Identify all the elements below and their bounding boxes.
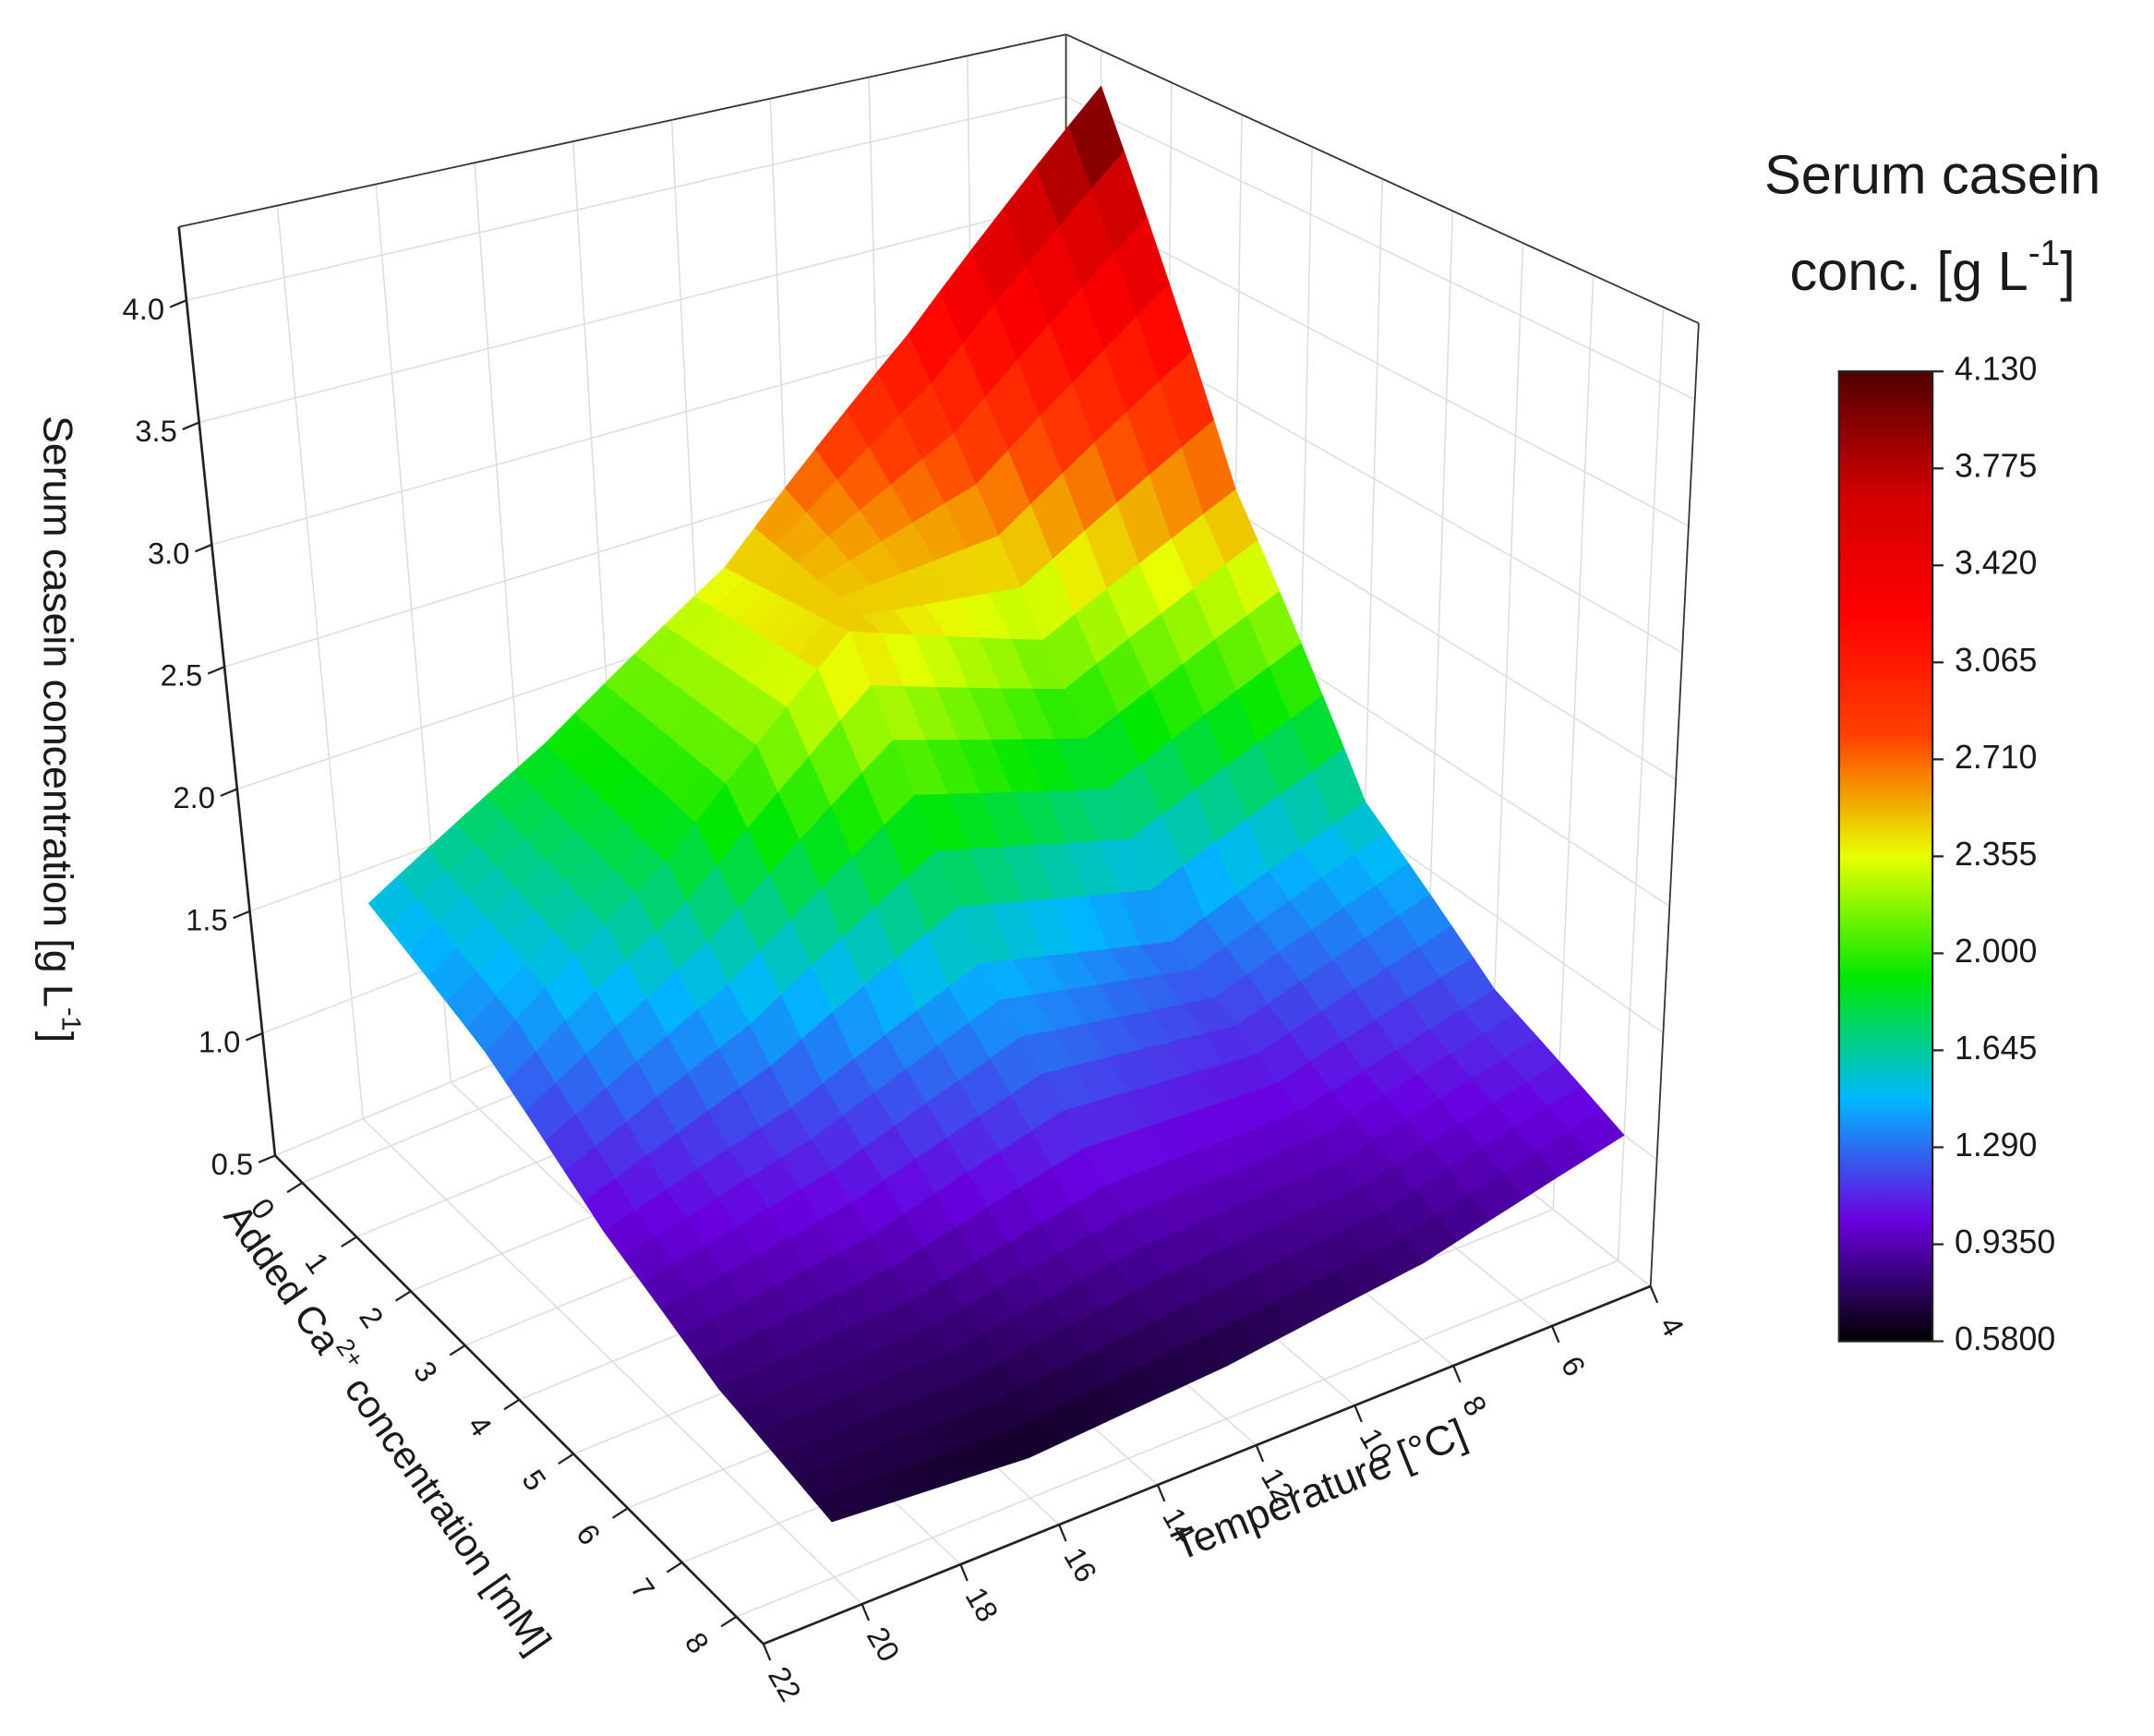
x-tick-label: 5 [515, 1464, 553, 1497]
y-tick [1354, 1404, 1363, 1423]
z-tick [195, 543, 212, 553]
x-axis-title: Added Ca2+ concentration [mM] [216, 1193, 565, 1662]
colorbar: 4.130 3.775 3.420 3.065 2.710 2.355 2.000 1.645… [1764, 143, 2100, 1357]
z-axis-title-part: ] [35, 1031, 80, 1043]
y-tick [1649, 1285, 1659, 1304]
z-tick-label: 3.5 [135, 414, 177, 448]
y-axis-title: Temperature [°C] [1166, 1411, 1473, 1570]
z-tick [169, 299, 187, 308]
z-tick-label: 1.0 [199, 1025, 241, 1059]
z-tick [258, 1154, 276, 1163]
y-tick [762, 1643, 772, 1661]
x-tick-label: 2 [353, 1300, 391, 1333]
box-edge [1065, 33, 1700, 324]
axis-line [763, 1284, 1652, 1646]
colorbar-title-part: conc. [g L [1789, 240, 2028, 302]
x-tick-label: 7 [624, 1572, 662, 1605]
z-tick [245, 1032, 263, 1042]
colorbar-tick-label: 3.065 [1955, 642, 2037, 679]
surface [367, 85, 1625, 1523]
x-tick-label: 8 [679, 1626, 716, 1659]
z-tick [220, 788, 238, 797]
y-tick-label: 4 [1653, 1310, 1691, 1342]
z-tick [182, 421, 200, 430]
z-axis-title: Serum casein concentration [g L-1] [35, 416, 86, 1043]
z-axis-title-part: -1 [56, 1007, 86, 1031]
y-tick-label: 18 [959, 1581, 1005, 1627]
x-tick-label: 4 [462, 1409, 499, 1442]
colorbar-title: conc. [g L-1] [1789, 234, 2075, 302]
y-tick-label: 20 [860, 1621, 907, 1667]
x-tick [341, 1236, 357, 1248]
colorbar-title: Serum casein [1764, 143, 2100, 205]
z-tick-label: 0.5 [211, 1147, 254, 1181]
y-tick [1058, 1524, 1067, 1542]
grid-line [1552, 274, 1594, 1210]
grid-line [276, 205, 364, 1119]
x-tick [666, 1561, 683, 1573]
z-tick [207, 666, 225, 675]
x-tick [720, 1615, 738, 1628]
y-tick [1550, 1325, 1560, 1344]
box-edge [178, 33, 1066, 228]
surface-patch [812, 1488, 866, 1523]
grid-line [736, 1260, 1619, 1618]
colorbar-title-part: ] [2060, 240, 2076, 302]
x-tick [558, 1453, 574, 1465]
colorbar-tick-label: 3.775 [1955, 448, 2037, 485]
z-tick-label: 2.0 [173, 780, 215, 814]
y-tick [860, 1603, 871, 1621]
x-tick-label: 6 [570, 1517, 608, 1550]
colorbar-tick-label: 0.9350 [1955, 1224, 2055, 1260]
y-tick-label: 22 [762, 1660, 808, 1706]
colorbar-title-part: -1 [2028, 234, 2060, 273]
colorbar-tick-label: 0.5800 [1955, 1320, 2055, 1357]
colorbar-tick-label: 3.420 [1955, 545, 2037, 582]
grid-line [186, 96, 1066, 301]
y-tick [959, 1563, 969, 1582]
x-tick [503, 1398, 521, 1411]
y-tick [1452, 1365, 1462, 1383]
x-tick [611, 1507, 629, 1519]
colorbar-tick-label: 1.290 [1955, 1127, 2037, 1163]
z-tick-label: 4.0 [123, 292, 165, 326]
x-axis-title-part: Added Ca [216, 1196, 350, 1362]
colorbar-tick-label: 1.645 [1955, 1030, 2037, 1067]
z-axis-title-part: Serum casein concentration [g L [35, 416, 80, 1007]
x-tick [286, 1181, 303, 1194]
box-edge [1649, 323, 1700, 1286]
colorbar-tick-label: 2.710 [1955, 739, 2037, 776]
colorbar-title-part: Serum casein [1764, 143, 2100, 205]
y-tick-label: 8 [1456, 1390, 1494, 1421]
x-tick [394, 1290, 412, 1302]
y-tick [1156, 1484, 1166, 1502]
z-tick-label: 3.0 [148, 536, 190, 570]
x-tick [449, 1344, 466, 1356]
y-tick [1255, 1444, 1265, 1463]
colorbar-scale [1837, 370, 1934, 1343]
z-tick-label: 2.5 [161, 658, 203, 693]
colorbar-tick-label: 2.355 [1955, 836, 2037, 873]
y-tick-label: 16 [1057, 1541, 1103, 1587]
z-tick-label: 1.5 [186, 902, 228, 936]
axis-line [177, 226, 277, 1156]
z-tick [233, 910, 250, 920]
colorbar-tick-label: 4.130 [1955, 351, 2037, 388]
grid-line [199, 199, 1066, 424]
grid-line [1617, 307, 1665, 1261]
y-tick-label: 6 [1555, 1350, 1593, 1381]
colorbar-tick-label: 2.000 [1955, 933, 2037, 970]
x-tick-label: 3 [407, 1355, 445, 1388]
